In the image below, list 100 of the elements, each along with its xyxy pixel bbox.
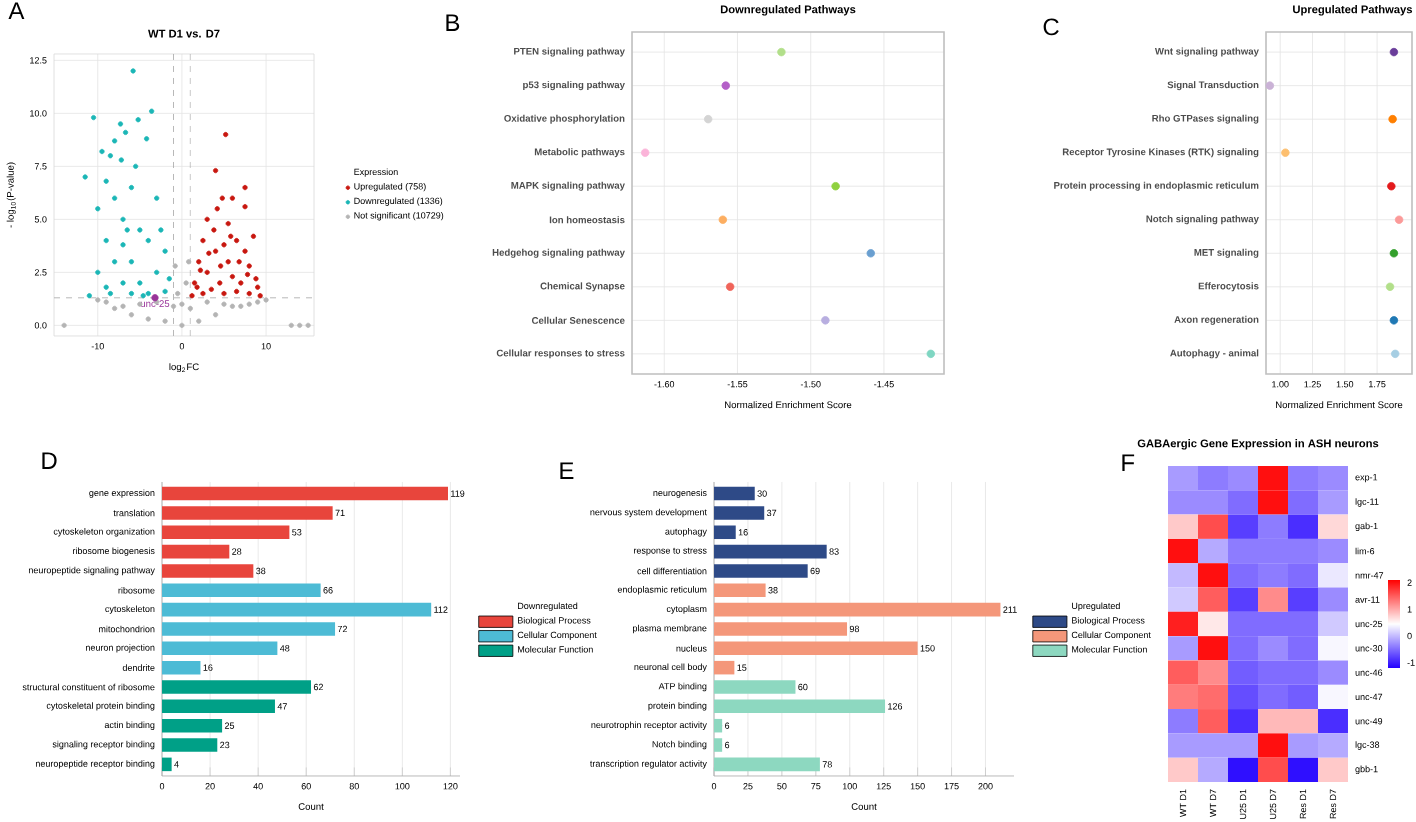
point — [149, 108, 155, 114]
point — [1385, 282, 1395, 291]
bar — [162, 757, 172, 772]
point — [86, 293, 92, 299]
point — [200, 290, 206, 297]
point — [162, 248, 168, 254]
point — [179, 322, 185, 328]
point — [130, 68, 136, 74]
point — [120, 216, 126, 222]
point — [162, 318, 168, 324]
point — [225, 221, 231, 227]
point — [175, 290, 181, 297]
bar — [162, 486, 448, 501]
bar — [162, 564, 254, 578]
point — [128, 259, 135, 265]
bar — [162, 622, 336, 636]
point — [229, 303, 236, 309]
text: F — [1122, 454, 1135, 471]
point — [112, 259, 118, 265]
point — [145, 316, 151, 322]
point — [120, 242, 126, 248]
point — [128, 312, 135, 318]
point — [221, 290, 227, 297]
point — [95, 206, 101, 212]
point — [211, 227, 217, 233]
bar — [714, 680, 796, 694]
point — [242, 184, 248, 191]
point — [183, 280, 189, 286]
point — [128, 184, 135, 191]
point — [158, 227, 164, 233]
point — [225, 259, 231, 265]
point — [305, 322, 311, 328]
point — [118, 157, 124, 163]
point — [1394, 215, 1404, 224]
point — [208, 286, 214, 292]
bar — [714, 583, 766, 598]
point — [212, 248, 219, 254]
point — [246, 290, 252, 297]
bar — [714, 602, 1001, 617]
text: C — [1043, 18, 1059, 36]
bar — [162, 506, 333, 520]
text: A — [8, 2, 25, 19]
point — [95, 269, 101, 275]
point — [204, 216, 210, 222]
point — [257, 293, 263, 299]
bar — [162, 602, 432, 617]
point — [170, 303, 177, 309]
bar — [162, 699, 275, 714]
point — [204, 269, 210, 275]
point — [218, 263, 224, 269]
point — [1389, 47, 1399, 57]
point — [1389, 316, 1399, 325]
point — [255, 299, 261, 305]
point — [206, 250, 212, 256]
point — [214, 206, 220, 212]
point — [204, 299, 210, 305]
point — [212, 167, 219, 174]
point — [200, 237, 206, 244]
point — [777, 47, 786, 57]
bar — [714, 641, 918, 656]
point — [140, 293, 146, 299]
point — [288, 322, 294, 328]
point — [246, 301, 252, 307]
text: B — [446, 14, 460, 31]
point — [217, 280, 223, 286]
point — [703, 114, 713, 124]
point — [866, 249, 875, 258]
point — [145, 237, 151, 244]
point — [120, 280, 126, 286]
bar — [714, 622, 848, 636]
point — [103, 299, 109, 305]
point — [107, 153, 113, 159]
text: D — [42, 452, 57, 469]
bar — [714, 544, 827, 559]
point — [162, 288, 168, 295]
point — [1391, 349, 1400, 359]
point — [297, 322, 303, 328]
bar — [714, 699, 886, 714]
point — [721, 81, 730, 90]
point — [122, 129, 129, 136]
point — [117, 121, 124, 127]
point — [194, 284, 200, 290]
bar — [162, 525, 290, 540]
point — [143, 136, 150, 142]
point — [229, 195, 236, 201]
point — [124, 227, 130, 233]
point — [197, 267, 204, 273]
point — [718, 215, 728, 224]
point — [236, 259, 242, 265]
point — [255, 284, 261, 290]
point — [228, 233, 234, 239]
point — [234, 288, 240, 295]
point — [196, 318, 202, 324]
bar — [162, 738, 218, 752]
text: E — [560, 462, 574, 479]
point — [1387, 182, 1396, 191]
point — [1389, 249, 1399, 258]
point — [725, 282, 735, 291]
point — [112, 305, 118, 312]
bar — [714, 506, 765, 520]
